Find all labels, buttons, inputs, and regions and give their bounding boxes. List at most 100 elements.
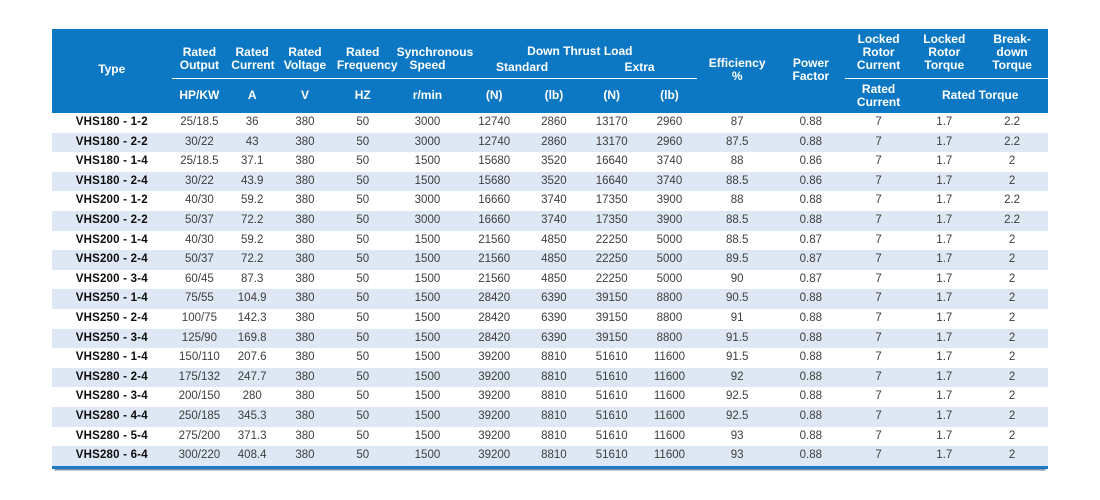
value-cell: 5000 — [656, 253, 683, 266]
value-cell: 100/75 — [181, 311, 217, 324]
value-cell: 380 — [295, 311, 315, 324]
value-cell: 1.7 — [936, 311, 953, 324]
value-cell: 51610 — [595, 370, 628, 383]
value-cell: 380 — [295, 409, 315, 422]
value-cell: 3740 — [541, 194, 567, 207]
value-cell: 125/90 — [181, 331, 217, 344]
table-row: VHS200 - 1-4 40/30 59.2 380 50 1500 21560 4850 2… — [52, 230, 1048, 251]
value-cell: 59.2 — [240, 233, 264, 246]
header-rated-current: Rated Current — [227, 29, 278, 79]
value-cell: 11600 — [653, 370, 686, 383]
value-cell: 1.7 — [936, 272, 953, 285]
value-cell: 21560 — [478, 272, 511, 285]
value-cell: 275/200 — [178, 429, 221, 442]
table-row: VHS200 - 2-2 50/37 72.2 380 50 3000 16660 3740 1… — [52, 210, 1048, 231]
value-cell: 11600 — [653, 409, 686, 422]
value-cell: 50 — [356, 429, 370, 442]
value-cell: 51610 — [595, 390, 628, 403]
header-power-factor: Power Factor — [777, 29, 845, 113]
value-cell: 0.88 — [799, 311, 823, 324]
value-cell: 7 — [875, 253, 882, 266]
value-cell: 1500 — [414, 390, 441, 403]
value-cell: 380 — [295, 194, 315, 207]
type-cell: VHS280 - 3-4 — [75, 390, 148, 403]
value-cell: 87 — [730, 116, 744, 129]
type-cell: VHS200 - 2-4 — [75, 253, 148, 266]
value-cell: 300/220 — [178, 449, 221, 462]
value-cell: 8810 — [541, 409, 567, 422]
value-cell: 2 — [1008, 390, 1016, 403]
value-cell: 60/45 — [185, 272, 214, 285]
type-cell: VHS280 - 2-4 — [75, 370, 148, 383]
value-cell: 0.88 — [799, 370, 823, 383]
value-cell: 380 — [295, 155, 315, 168]
value-cell: 72.2 — [240, 253, 264, 266]
value-cell: 0.88 — [799, 331, 823, 344]
type-cell: VHS250 - 3-4 — [75, 331, 148, 344]
value-cell: 50 — [356, 233, 370, 246]
value-cell: 207.6 — [237, 351, 267, 364]
value-cell: 50 — [356, 155, 370, 168]
value-cell: 0.88 — [799, 194, 823, 207]
value-cell: 2860 — [541, 135, 567, 148]
value-cell: 7 — [875, 233, 882, 246]
value-cell: 104.9 — [237, 292, 267, 305]
table-header: Type Rated Output Rated Current Rated Vo… — [52, 29, 1048, 113]
value-cell: 0.88 — [799, 135, 823, 148]
table-body: VHS180 - 1-2 25/18.5 36 380 50 3000 12740 2860 1… — [52, 113, 1048, 468]
value-cell: 380 — [295, 233, 315, 246]
table-row: VHS180 - 1-4 25/18.5 37.1 380 50 1500 15680 352… — [52, 152, 1048, 172]
value-cell: 91 — [730, 311, 744, 324]
header-efficiency: Efficiency % — [697, 29, 777, 113]
value-cell: 2.2 — [1004, 194, 1021, 207]
value-cell: 1500 — [414, 272, 441, 285]
value-cell: 22250 — [595, 233, 628, 246]
table-row: VHS280 - 6-4 300/220 408.4 380 50 1500 39200 88… — [52, 446, 1048, 468]
value-cell: 1500 — [414, 370, 441, 383]
unit-volts: V — [277, 78, 333, 113]
value-cell: 3520 — [541, 174, 567, 187]
value-cell: 88.5 — [725, 174, 749, 187]
value-cell: 2 — [1008, 429, 1016, 442]
value-cell: 1.7 — [936, 214, 953, 227]
value-cell: 6390 — [541, 311, 567, 324]
value-cell: 7 — [875, 311, 882, 324]
value-cell: 39150 — [595, 311, 628, 324]
unit-standard-lb: (lb) — [526, 78, 582, 113]
type-cell: VHS280 - 1-4 — [75, 351, 148, 364]
value-cell: 6390 — [541, 292, 567, 305]
value-cell: 2.2 — [1004, 116, 1021, 129]
table-row: VHS180 - 2-4 30/22 43.9 380 50 1500 15680 3520 1… — [52, 171, 1048, 192]
value-cell: 39200 — [478, 449, 511, 462]
value-cell: 380 — [295, 429, 315, 442]
value-cell: 2 — [1008, 272, 1016, 285]
value-cell: 0.88 — [799, 449, 823, 462]
value-cell: 2 — [1008, 233, 1016, 246]
value-cell: 50 — [356, 292, 370, 305]
value-cell: 11600 — [653, 351, 686, 364]
value-cell: 2 — [1008, 409, 1016, 422]
header-down-thrust-load: Down Thrust Load — [462, 29, 698, 59]
value-cell: 50 — [356, 135, 370, 148]
value-cell: 7 — [875, 449, 882, 462]
value-cell: 7 — [875, 155, 882, 168]
value-cell: 3740 — [656, 174, 683, 187]
value-cell: 2960 — [656, 116, 683, 129]
value-cell: 88 — [730, 155, 744, 168]
value-cell: 3000 — [414, 194, 441, 207]
value-cell: 0.88 — [799, 116, 823, 129]
value-cell: 380 — [295, 272, 315, 285]
header-synchronous-speed: Synchronous Speed — [392, 29, 473, 79]
value-cell: 7 — [875, 351, 882, 364]
value-cell: 2860 — [541, 116, 567, 129]
type-cell: VHS280 - 4-4 — [75, 409, 148, 422]
value-cell: 247.7 — [237, 370, 267, 383]
unit-standard-n: (N) — [462, 78, 527, 113]
value-cell: 11600 — [653, 390, 686, 403]
value-cell: 8800 — [656, 292, 683, 305]
value-cell: 2 — [1008, 292, 1016, 305]
value-cell: 150/110 — [179, 351, 220, 364]
value-cell: 50 — [356, 194, 370, 207]
value-cell: 345.3 — [237, 409, 267, 422]
value-cell: 2 — [1008, 253, 1016, 266]
